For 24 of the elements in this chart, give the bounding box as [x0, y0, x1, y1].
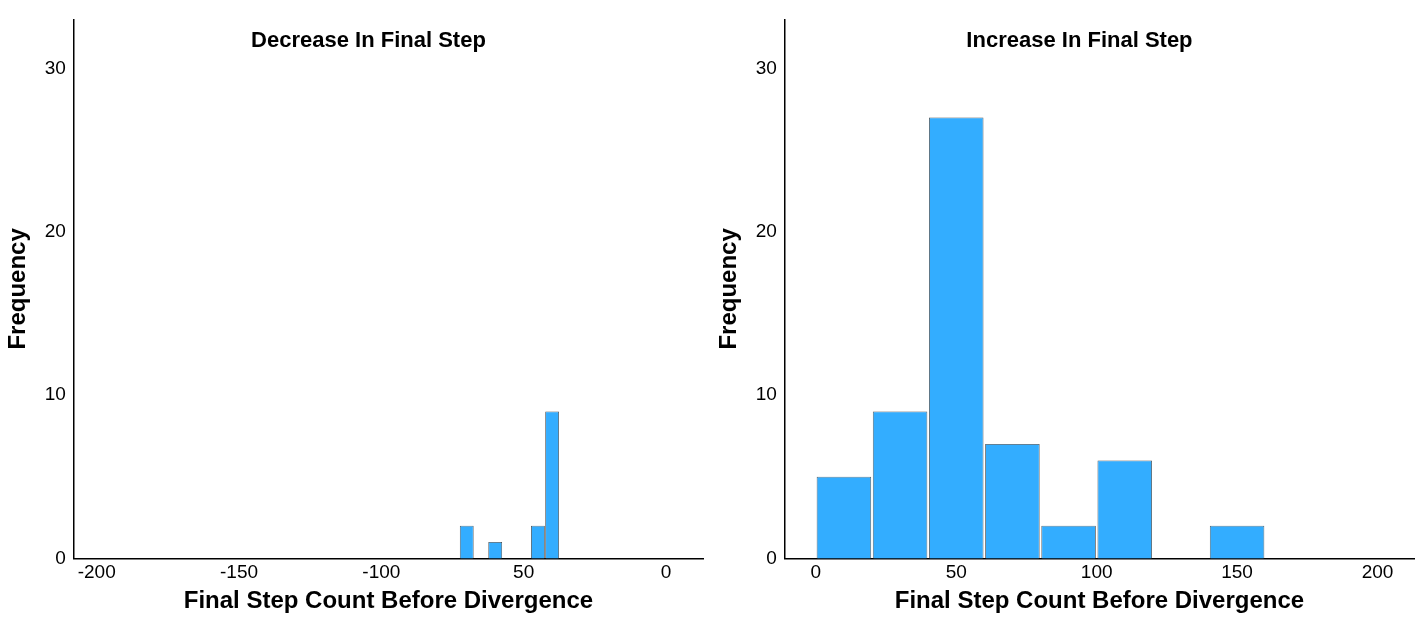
y-tick-label: 30: [44, 56, 66, 78]
y-tick-label: 10: [44, 383, 66, 405]
y-tick-label: 30: [755, 56, 777, 78]
y-tick-label: 0: [55, 546, 66, 568]
y-tick-label: 10: [755, 383, 777, 405]
y-tick-label: 20: [44, 219, 66, 241]
y-axis-title: Frequency: [714, 227, 742, 350]
chart-title: Decrease In Final Step: [251, 27, 486, 53]
y-tick-label: 20: [755, 219, 777, 241]
x-tick-label: 50: [945, 561, 967, 583]
x-tick-label: 0: [660, 561, 672, 583]
x-tick-label: 100: [1080, 561, 1113, 583]
y-axis-title: Frequency: [3, 227, 31, 350]
x-tick-label: -100: [362, 561, 401, 583]
x-tick-label: 150: [1221, 561, 1253, 583]
x-axis-title: Final Step Count Before Divergence: [183, 586, 594, 614]
x-axis-title: Final Step Count Before Divergence: [894, 586, 1305, 614]
x-tick-label: 200: [1361, 561, 1394, 583]
x-tick-label: -150: [220, 561, 259, 583]
x-tick-label: 0: [810, 561, 822, 583]
x-tick-label: 50: [513, 561, 535, 583]
x-tick-label: -200: [77, 561, 116, 583]
y-tick-label: 0: [766, 546, 777, 568]
chart-title: Increase In Final Step: [966, 27, 1193, 53]
